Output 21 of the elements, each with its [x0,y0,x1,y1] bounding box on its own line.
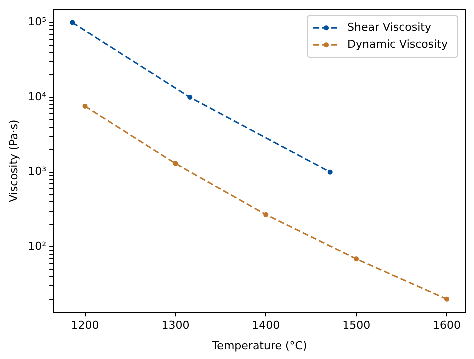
legend-label: Dynamic Viscosity [348,38,448,51]
point [173,161,178,166]
point [264,212,269,218]
y-tick-label: 10⁵ [28,16,47,29]
point [328,170,333,175]
y-axis-title: Viscosity (Pa·s) [7,120,20,202]
legend-label: Shear Viscosity [348,20,432,34]
point [70,20,76,26]
x-axis-title: Temperature (°C) [211,339,308,352]
x-tick-label: 1500 [342,319,371,332]
y-tick-label: 10⁴ [28,90,48,104]
y-tick-label: 10² [28,240,47,253]
point [188,95,193,100]
x-tick-label: 1400 [252,319,280,332]
y-tick-label: 10³ [28,165,47,178]
point [354,256,360,262]
point [444,296,450,302]
x-tick-label: 1300 [162,319,190,332]
x-tick-label: 1600 [433,319,462,332]
x-tick-label: 1200 [71,319,100,332]
point [82,104,88,109]
